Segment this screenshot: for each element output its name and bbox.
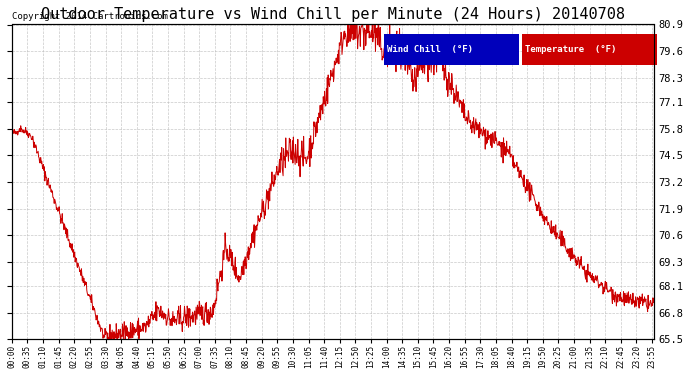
FancyBboxPatch shape [384,34,519,65]
Text: Copyright 2014 Cartronics.com: Copyright 2014 Cartronics.com [12,12,168,21]
FancyBboxPatch shape [522,34,657,65]
Text: Temperature  (°F): Temperature (°F) [526,45,617,54]
Text: Wind Chill  (°F): Wind Chill (°F) [387,45,473,54]
Title: Outdoor Temperature vs Wind Chill per Minute (24 Hours) 20140708: Outdoor Temperature vs Wind Chill per Mi… [41,7,625,22]
